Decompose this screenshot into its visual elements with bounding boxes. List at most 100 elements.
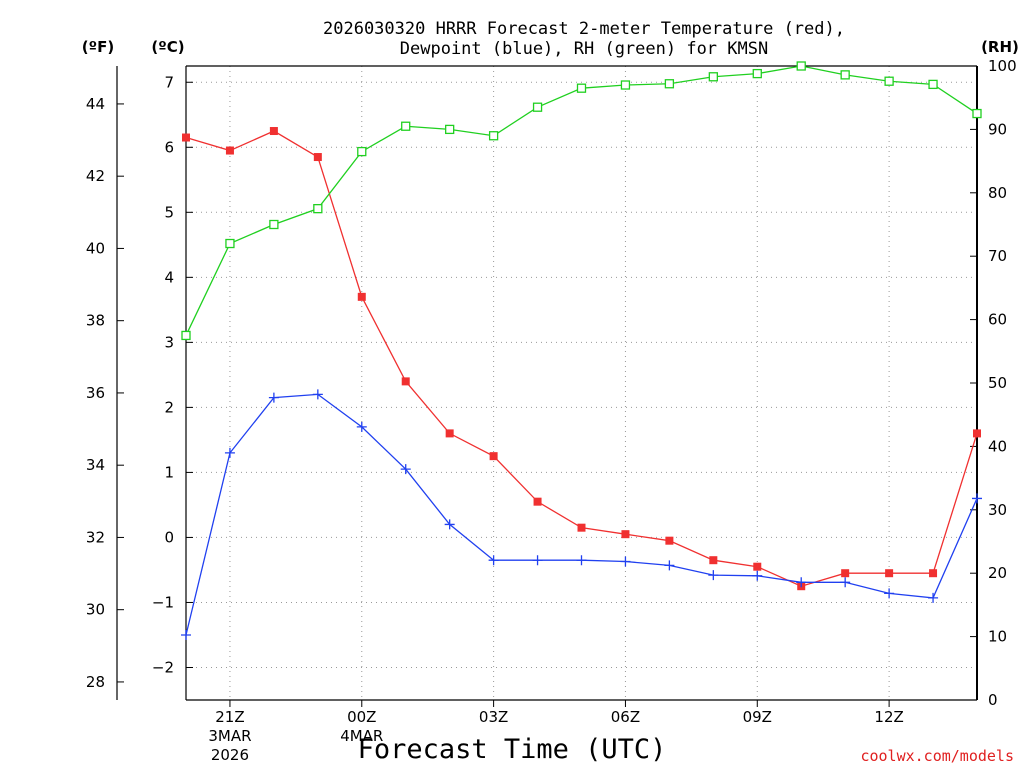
celsius-tick-label: 1 <box>164 463 174 481</box>
celsius-unit-label: (ºC) <box>151 38 184 56</box>
celsius-tick-label: −2 <box>152 658 174 676</box>
rh-tick-label: 10 <box>988 628 1007 646</box>
celsius-tick-label: 2 <box>164 398 174 416</box>
rh-point <box>796 61 806 71</box>
celsius-tick-label: 7 <box>164 73 174 91</box>
rh-point <box>928 79 938 90</box>
x-axis-title: Forecast Time (UTC) <box>358 734 667 765</box>
temperature-point <box>489 452 498 461</box>
fahrenheit-tick-label: 32 <box>86 528 105 546</box>
rh-point <box>488 131 499 141</box>
dewpoint-point <box>972 493 982 504</box>
temperature-point <box>841 569 850 578</box>
grid-lines <box>186 66 977 700</box>
rh-point <box>664 79 675 89</box>
fahrenheit-tick-label: 36 <box>86 384 105 402</box>
rh-tick-label: 50 <box>988 374 1007 392</box>
credit-link[interactable]: coolwx.com/models <box>860 747 1014 765</box>
dewpoint-line <box>185 393 978 636</box>
rh-tick-label: 90 <box>988 120 1007 138</box>
temperature-point <box>182 133 190 142</box>
dewpoint-point <box>312 389 323 400</box>
rh-tick-label: 100 <box>988 57 1017 75</box>
temperature-point <box>445 429 454 438</box>
rh-tick-label: 40 <box>988 437 1007 455</box>
temperature-point <box>225 146 234 155</box>
x-tick-date: 4MAR <box>340 727 383 745</box>
celsius-tick-label: 0 <box>164 528 174 546</box>
x-tick-label: 03Z <box>479 708 508 726</box>
rh-point <box>708 72 718 82</box>
temperature-point <box>269 127 278 136</box>
rh-point <box>752 68 762 79</box>
temperature-point <box>709 556 718 565</box>
rh-tick-label: 70 <box>988 247 1007 265</box>
rh-point <box>620 80 631 90</box>
dewpoint-point <box>181 629 191 640</box>
rh-point <box>225 238 235 249</box>
celsius-tick-label: 3 <box>164 333 174 351</box>
x-tick-year: 2026 <box>211 746 249 764</box>
chart-title-line1: 2026030320 HRRR Forecast 2-meter Tempera… <box>323 19 845 39</box>
dewpoint-point <box>268 392 279 403</box>
temperature-point <box>885 569 894 578</box>
dewpoint-point <box>532 555 543 566</box>
rh-tick-label: 30 <box>988 501 1007 519</box>
dewpoint-point <box>796 577 807 588</box>
dewpoint-point <box>752 570 763 581</box>
celsius-tick-label: 4 <box>164 268 174 286</box>
temperature-point <box>313 153 322 162</box>
rh-point <box>445 124 455 135</box>
temperature-point <box>621 530 630 539</box>
dewpoint-point <box>928 592 939 603</box>
dewpoint-point <box>224 447 235 458</box>
rh-unit-label: (RH) <box>981 38 1019 56</box>
celsius-tick-label: 6 <box>164 138 174 156</box>
fahrenheit-tick-label: 38 <box>86 312 105 330</box>
rh-line <box>185 65 978 336</box>
temperature-point <box>533 497 542 506</box>
rh-point <box>576 83 587 93</box>
x-tick-date: 3MAR <box>208 727 251 745</box>
rh-point <box>181 330 191 341</box>
temperature-point <box>357 292 366 301</box>
temperature-point <box>665 536 674 545</box>
temperature-point <box>973 429 981 438</box>
x-tick-label: 21Z <box>215 708 244 726</box>
x-tick-label: 09Z <box>743 708 772 726</box>
temperature-point <box>753 562 762 571</box>
rh-point <box>972 108 982 119</box>
temperature-point <box>577 523 586 532</box>
fahrenheit-tick-label: 40 <box>86 239 105 257</box>
fahrenheit-tick-label: 42 <box>86 167 105 185</box>
data-series <box>181 61 982 640</box>
x-tick-label: 12Z <box>874 708 903 726</box>
fahrenheit-unit-label: (ºF) <box>82 38 114 56</box>
temperature-point <box>929 569 938 578</box>
temperature-point <box>401 377 410 386</box>
fahrenheit-tick-label: 34 <box>86 456 105 474</box>
dewpoint-point <box>400 464 411 475</box>
rh-tick-label: 20 <box>988 564 1007 582</box>
fahrenheit-tick-label: 28 <box>86 673 105 691</box>
dewpoint-point <box>620 556 631 567</box>
fahrenheit-tick-label: 44 <box>86 95 105 113</box>
rh-point <box>313 203 323 214</box>
rh-point <box>884 76 894 86</box>
dewpoint-point <box>884 588 895 599</box>
dewpoint-point <box>664 560 675 571</box>
axes: −2−1012345672830323436384042440102030405… <box>86 57 1017 764</box>
rh-tick-label: 80 <box>988 184 1007 202</box>
chart-title-line2: Dewpoint (blue), RH (green) for KMSN <box>400 39 768 59</box>
fahrenheit-tick-label: 30 <box>86 601 105 619</box>
dewpoint-point <box>576 555 587 566</box>
dewpoint-point <box>444 519 455 530</box>
dewpoint-point <box>840 577 851 588</box>
celsius-tick-label: −1 <box>152 593 174 611</box>
rh-point <box>401 121 411 131</box>
rh-point <box>840 70 850 80</box>
rh-tick-label: 60 <box>988 311 1007 329</box>
temperature-line <box>185 130 978 587</box>
rh-point <box>357 146 367 157</box>
